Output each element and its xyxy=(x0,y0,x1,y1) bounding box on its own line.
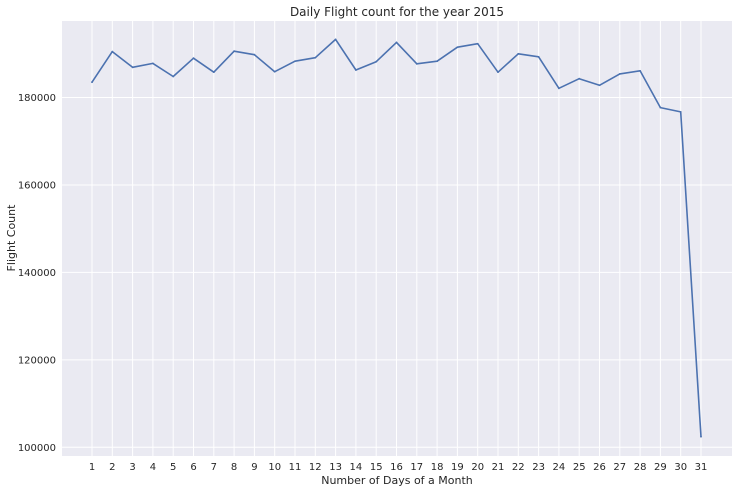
grid-lines xyxy=(62,21,732,456)
data-point xyxy=(578,77,581,80)
x-tick-label: 9 xyxy=(251,462,257,473)
data-point xyxy=(192,57,195,60)
x-tick-label: 29 xyxy=(654,462,667,473)
data-point xyxy=(700,435,702,438)
data-point xyxy=(355,69,357,71)
data-point xyxy=(212,71,215,74)
x-tick-label: 16 xyxy=(390,462,403,473)
data-point xyxy=(497,71,499,74)
data-point xyxy=(415,62,418,65)
x-tick-label: 31 xyxy=(695,462,708,473)
data-point xyxy=(395,41,398,44)
x-tick-label: 28 xyxy=(634,462,647,473)
y-tick-labels: 100000 120000 140000 160000 180000 xyxy=(18,93,56,454)
y-tick-label: 160000 xyxy=(18,180,56,191)
x-tick-label: 6 xyxy=(190,462,196,473)
x-tick-label: 13 xyxy=(329,462,342,473)
x-tick-label: 2 xyxy=(109,462,115,473)
data-point xyxy=(598,84,601,87)
data-point xyxy=(618,72,621,75)
x-tick-label: 8 xyxy=(231,462,237,473)
data-point xyxy=(172,75,175,78)
x-tick-label: 10 xyxy=(268,462,281,473)
y-axis-label: Flight Count xyxy=(5,204,18,272)
x-tick-label: 21 xyxy=(492,462,505,473)
data-point xyxy=(436,60,438,63)
y-tick-label: 140000 xyxy=(18,268,56,279)
data-point xyxy=(131,66,134,69)
series-group xyxy=(91,38,702,438)
x-tick-label: 19 xyxy=(451,462,464,473)
x-tick-label: 11 xyxy=(289,462,302,473)
data-point xyxy=(456,46,459,49)
data-point xyxy=(537,55,540,58)
data-point xyxy=(639,69,641,72)
chart-title: Daily Flight count for the year 2015 xyxy=(290,5,504,19)
x-tick-label: 5 xyxy=(170,462,176,473)
x-tick-label: 24 xyxy=(553,462,566,473)
y-tick-label: 100000 xyxy=(18,443,56,454)
x-tick-label: 1 xyxy=(89,462,95,473)
data-point xyxy=(294,60,296,63)
x-tick-label: 7 xyxy=(211,462,217,473)
x-tick-label: 26 xyxy=(593,462,606,473)
data-point xyxy=(375,60,378,63)
data-point xyxy=(476,42,479,45)
data-point xyxy=(659,106,662,109)
data-point xyxy=(314,56,317,59)
data-point xyxy=(152,62,154,65)
x-tick-label: 14 xyxy=(350,462,363,473)
x-axis-label: Number of Days of a Month xyxy=(321,474,473,487)
data-point xyxy=(91,81,93,84)
x-tick-label: 23 xyxy=(532,462,545,473)
x-tick-labels: 1 2 3 4 5 6 7 8 9 10 11 12 13 14 15 16 17 18 19 20 21 22 23 24 2… xyxy=(89,462,708,473)
x-tick-label: 12 xyxy=(309,462,322,473)
x-tick-label: 25 xyxy=(573,462,586,473)
x-tick-label: 27 xyxy=(613,462,626,473)
x-tick-label: 3 xyxy=(129,462,135,473)
y-tick-label: 120000 xyxy=(18,355,56,366)
data-point xyxy=(517,52,520,55)
x-tick-label: 22 xyxy=(512,462,525,473)
data-point xyxy=(334,38,337,41)
data-point xyxy=(111,50,114,53)
y-tick-label: 180000 xyxy=(18,93,56,104)
data-point xyxy=(679,111,682,113)
x-tick-label: 20 xyxy=(471,462,484,473)
x-tick-label: 18 xyxy=(431,462,444,473)
x-tick-label: 4 xyxy=(150,462,156,473)
x-tick-label: 17 xyxy=(410,462,423,473)
data-point xyxy=(253,53,256,56)
data-point xyxy=(558,87,560,90)
x-tick-label: 15 xyxy=(370,462,383,473)
data-point xyxy=(233,50,236,53)
x-tick-label: 30 xyxy=(674,462,687,473)
data-point xyxy=(273,70,276,73)
